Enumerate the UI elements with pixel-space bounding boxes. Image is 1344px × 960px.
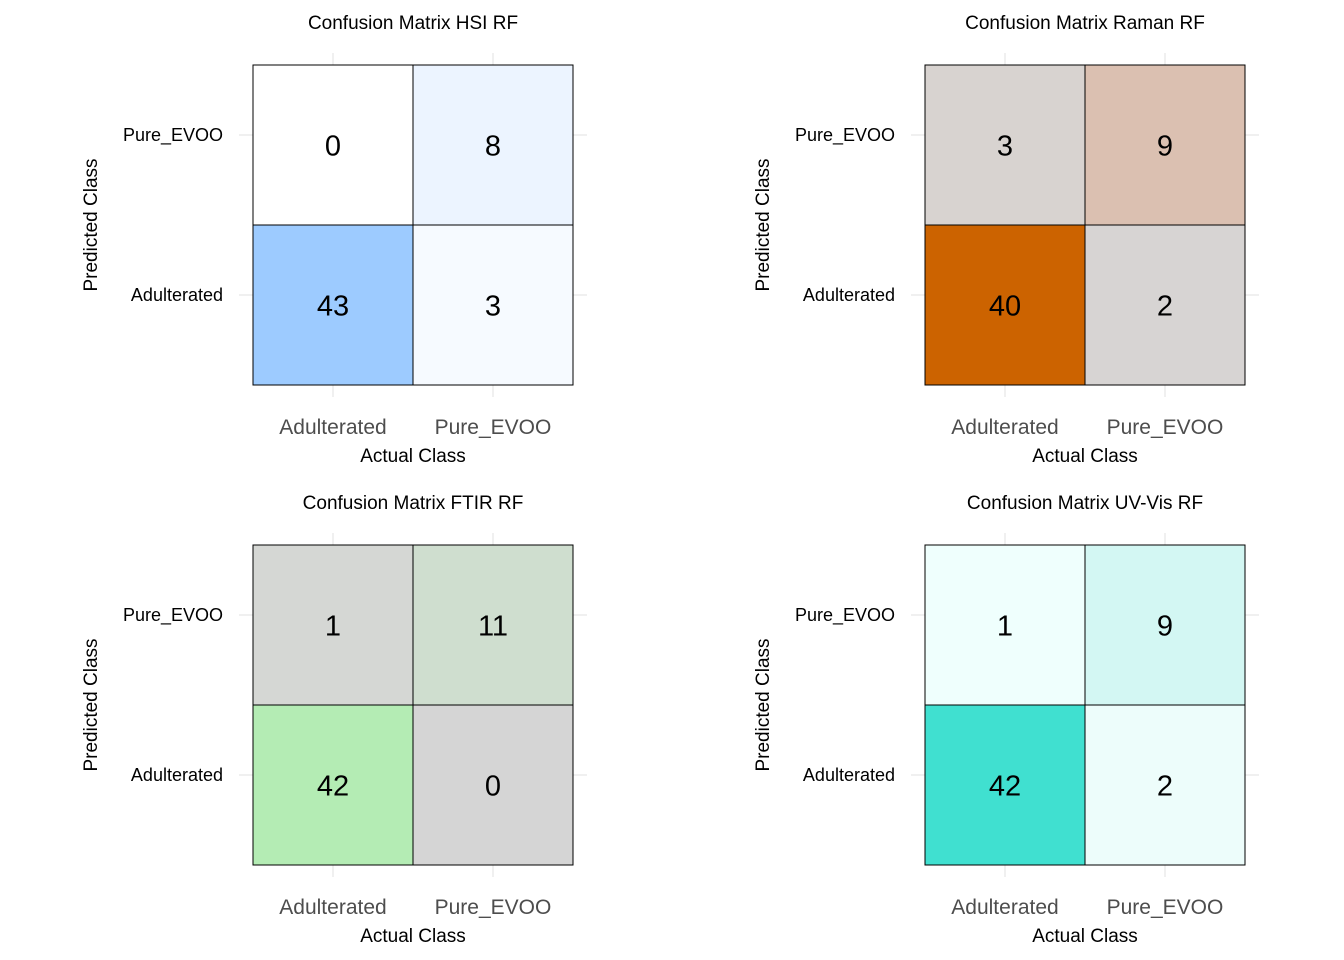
heatmap-cell <box>1084 64 1246 226</box>
heatmap-cell <box>252 544 414 706</box>
heatmap-cell <box>924 544 1086 706</box>
y-axis-label: Predicted Class <box>81 638 102 771</box>
x-tick-label: Pure_EVOO <box>1107 896 1224 919</box>
heatmap-cell <box>412 704 574 866</box>
x-tick-label: Adulterated <box>951 416 1058 439</box>
y-tick-label: Pure_EVOO <box>795 605 895 626</box>
cell-value-label: 42 <box>989 771 1021 803</box>
y-axis-label: Predicted Class <box>81 158 102 291</box>
chart-title: Confusion Matrix HSI RF <box>308 13 518 34</box>
cell-value-label: 1 <box>325 611 341 643</box>
y-tick-label: Pure_EVOO <box>123 605 223 626</box>
x-tick-label: Adulterated <box>279 896 386 919</box>
heatmap-cell <box>252 224 414 386</box>
heatmap-cell <box>412 224 574 386</box>
heatmap-cell <box>412 544 574 706</box>
chart-title: Confusion Matrix UV-Vis RF <box>967 493 1203 514</box>
x-tick-label: Pure_EVOO <box>1107 416 1224 439</box>
confusion-matrix-panel-4: 1 9 42 2 Confusion Matrix UV-Vis RF Pure_EVOO… <box>753 493 1259 947</box>
heatmap-cell <box>924 224 1086 386</box>
cell-value-label: 9 <box>1157 611 1173 643</box>
y-tick-label: Pure_EVOO <box>123 125 223 146</box>
y-tick-label: Adulterated <box>803 285 895 305</box>
cell-value-label: 2 <box>1157 771 1173 803</box>
y-tick-label: Adulterated <box>803 765 895 785</box>
cell-value-label: 3 <box>485 291 501 323</box>
chart-title: Confusion Matrix Raman RF <box>965 13 1205 34</box>
y-tick-label: Adulterated <box>131 765 223 785</box>
cell-value-label: 3 <box>997 131 1013 163</box>
y-tick-label: Adulterated <box>131 285 223 305</box>
chart-title: Confusion Matrix FTIR RF <box>303 493 524 514</box>
cell-value-label: 42 <box>317 771 349 803</box>
x-tick-label: Pure_EVOO <box>435 416 552 439</box>
cell-value-label: 0 <box>485 771 501 803</box>
cell-value-label: 1 <box>997 611 1013 643</box>
y-axis-label: Predicted Class <box>753 158 774 291</box>
x-tick-label: Adulterated <box>279 416 386 439</box>
cell-value-label: 43 <box>317 291 349 323</box>
cell-value-label: 8 <box>485 131 501 163</box>
cell-value-label: 9 <box>1157 131 1173 163</box>
heatmap-cell <box>252 704 414 866</box>
cell-value-label: 2 <box>1157 291 1173 323</box>
y-tick-label: Pure_EVOO <box>795 125 895 146</box>
y-axis-label: Predicted Class <box>753 638 774 771</box>
heatmap-cell <box>1084 224 1246 386</box>
x-tick-label: Adulterated <box>951 896 1058 919</box>
x-axis-label: Actual Class <box>1032 446 1138 467</box>
heatmap-cell <box>1084 544 1246 706</box>
x-axis-label: Actual Class <box>360 926 466 947</box>
x-tick-label: Pure_EVOO <box>435 896 552 919</box>
heatmap-cell <box>1084 704 1246 866</box>
x-axis-label: Actual Class <box>360 446 466 467</box>
heatmap-cell <box>252 64 414 226</box>
confusion-matrix-panel-2: 3 9 40 2 Confusion Matrix Raman RF Pure_EVOO A… <box>753 13 1259 467</box>
confusion-matrix-panel-1: 0 8 43 3 Confusion Matrix HSI RF Pure_EVOO Adu… <box>81 13 587 467</box>
heatmap-cell <box>924 704 1086 866</box>
cell-value-label: 40 <box>989 291 1021 323</box>
cell-value-label: 0 <box>325 131 341 163</box>
x-axis-label: Actual Class <box>1032 926 1138 947</box>
cell-value-label: 11 <box>478 611 508 643</box>
